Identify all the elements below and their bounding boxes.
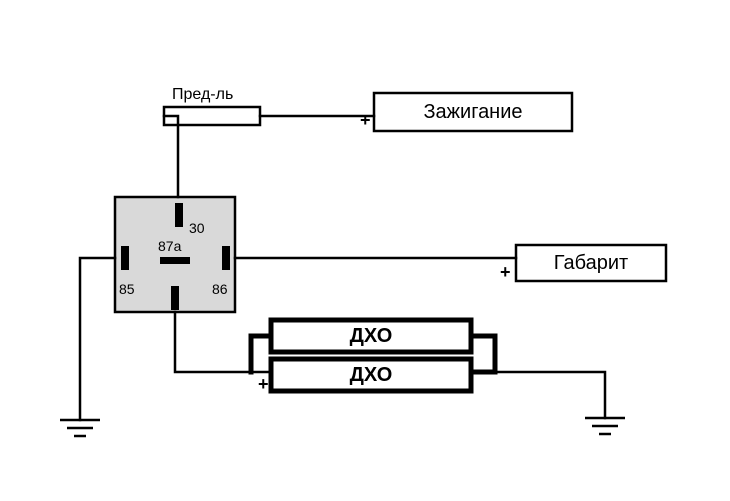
wire-3 bbox=[80, 258, 115, 420]
relay-pin-p85 bbox=[121, 246, 129, 270]
relay-pin-label-p85: 85 bbox=[119, 281, 135, 297]
plus-mark-2: + bbox=[258, 374, 269, 394]
box-label-gabarit: Габарит bbox=[554, 252, 628, 274]
plus-mark-0: + bbox=[360, 110, 371, 130]
relay-pin-p87a bbox=[160, 257, 190, 264]
relay-pin-label-p87a: 87а bbox=[158, 238, 182, 254]
wire-0 bbox=[164, 116, 178, 197]
relay-pin-p86 bbox=[222, 246, 230, 270]
box-label-dho1: ДХО bbox=[350, 325, 393, 347]
wire-7 bbox=[495, 372, 605, 418]
relay-pin-label-p86: 86 bbox=[212, 281, 228, 297]
relay-pin-p30 bbox=[175, 203, 183, 227]
fuse-label: Пред-ль bbox=[172, 86, 233, 103]
relay-pin-bottom bbox=[171, 286, 179, 310]
box-label-dho2: ДХО bbox=[350, 364, 393, 386]
wire-5 bbox=[251, 336, 271, 372]
plus-mark-1: + bbox=[500, 262, 511, 282]
box-label-ignition: Зажигание bbox=[423, 101, 522, 123]
relay-pin-label-p30: 30 bbox=[189, 220, 205, 236]
wire-6 bbox=[471, 336, 495, 372]
wire-4 bbox=[175, 312, 271, 372]
